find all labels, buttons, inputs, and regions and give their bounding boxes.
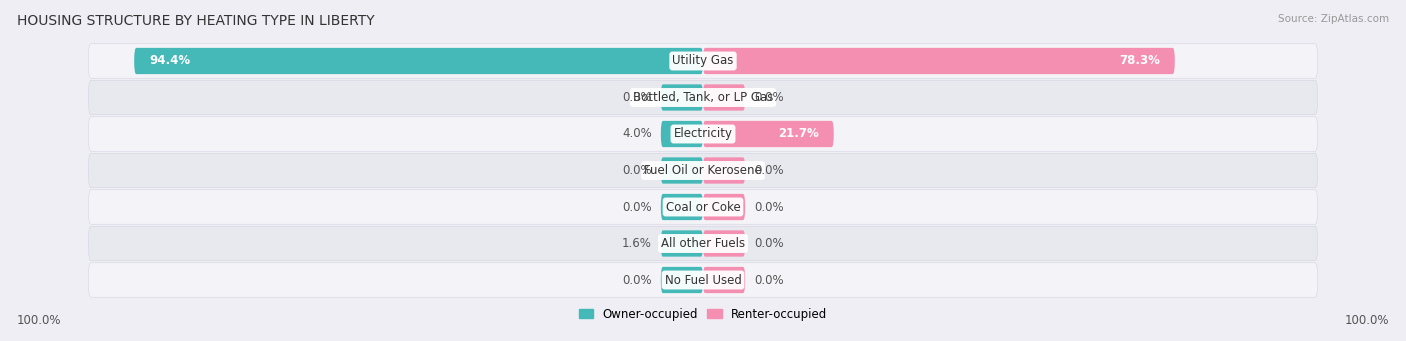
FancyBboxPatch shape [661, 267, 703, 293]
FancyBboxPatch shape [661, 84, 703, 110]
Text: 0.0%: 0.0% [754, 201, 783, 213]
Text: Electricity: Electricity [673, 128, 733, 140]
FancyBboxPatch shape [703, 84, 745, 110]
FancyBboxPatch shape [89, 44, 1317, 78]
FancyBboxPatch shape [703, 121, 834, 147]
FancyBboxPatch shape [661, 231, 703, 257]
FancyBboxPatch shape [89, 190, 1317, 224]
Text: 78.3%: 78.3% [1119, 55, 1160, 68]
FancyBboxPatch shape [134, 48, 703, 74]
Text: 100.0%: 100.0% [1344, 314, 1389, 327]
Text: 0.0%: 0.0% [754, 164, 783, 177]
FancyBboxPatch shape [703, 157, 745, 184]
Text: 21.7%: 21.7% [778, 128, 818, 140]
FancyBboxPatch shape [89, 226, 1317, 261]
Text: 0.0%: 0.0% [754, 273, 783, 286]
Legend: Owner-occupied, Renter-occupied: Owner-occupied, Renter-occupied [574, 303, 832, 325]
Text: Source: ZipAtlas.com: Source: ZipAtlas.com [1278, 14, 1389, 24]
Text: 0.0%: 0.0% [754, 91, 783, 104]
Text: No Fuel Used: No Fuel Used [665, 273, 741, 286]
Text: 0.0%: 0.0% [623, 201, 652, 213]
FancyBboxPatch shape [703, 267, 745, 293]
Text: Bottled, Tank, or LP Gas: Bottled, Tank, or LP Gas [633, 91, 773, 104]
FancyBboxPatch shape [89, 263, 1317, 297]
FancyBboxPatch shape [89, 117, 1317, 151]
FancyBboxPatch shape [703, 231, 745, 257]
FancyBboxPatch shape [89, 153, 1317, 188]
Text: Fuel Oil or Kerosene: Fuel Oil or Kerosene [644, 164, 762, 177]
Text: 0.0%: 0.0% [623, 164, 652, 177]
Text: 4.0%: 4.0% [621, 128, 652, 140]
FancyBboxPatch shape [703, 194, 745, 220]
FancyBboxPatch shape [89, 80, 1317, 115]
Text: 0.0%: 0.0% [623, 273, 652, 286]
Text: HOUSING STRUCTURE BY HEATING TYPE IN LIBERTY: HOUSING STRUCTURE BY HEATING TYPE IN LIB… [17, 14, 374, 28]
Text: Coal or Coke: Coal or Coke [665, 201, 741, 213]
FancyBboxPatch shape [703, 48, 1175, 74]
FancyBboxPatch shape [661, 121, 703, 147]
Text: 0.0%: 0.0% [623, 91, 652, 104]
Text: 1.6%: 1.6% [621, 237, 652, 250]
Text: 100.0%: 100.0% [17, 314, 62, 327]
FancyBboxPatch shape [661, 194, 703, 220]
Text: 94.4%: 94.4% [149, 55, 190, 68]
FancyBboxPatch shape [661, 157, 703, 184]
Text: Utility Gas: Utility Gas [672, 55, 734, 68]
Text: All other Fuels: All other Fuels [661, 237, 745, 250]
Text: 0.0%: 0.0% [754, 237, 783, 250]
